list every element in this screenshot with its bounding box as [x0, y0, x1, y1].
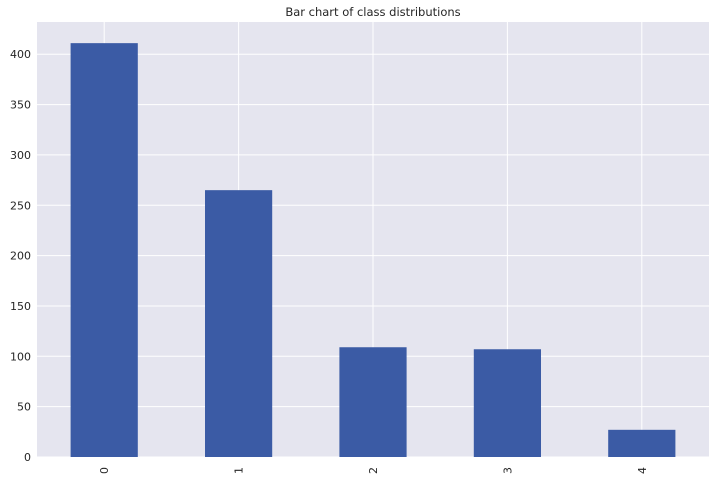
y-tick-label: 150 [10, 300, 31, 313]
y-tick-label: 250 [10, 199, 31, 212]
y-tick-label: 0 [24, 451, 31, 464]
x-axis-ticks: 0 1 2 3 4 [98, 467, 649, 474]
bars [70, 43, 676, 457]
bar-class-3 [473, 349, 541, 457]
bar-class-4 [608, 429, 676, 457]
bar-class-0 [70, 43, 138, 457]
x-tick-label: 1 [233, 467, 246, 474]
bar-class-2 [339, 347, 407, 457]
chart-title: Bar chart of class distributions [285, 5, 460, 19]
y-axis-ticks: 0 50 100 150 200 250 300 350 400 [10, 48, 31, 464]
y-tick-label: 400 [10, 48, 31, 61]
x-tick-label: 2 [367, 467, 380, 474]
y-tick-label: 200 [10, 250, 31, 263]
bar-class-1 [205, 190, 273, 457]
x-tick-label: 4 [636, 467, 649, 474]
y-tick-label: 50 [17, 401, 31, 414]
y-tick-label: 100 [10, 350, 31, 363]
x-tick-label: 3 [501, 467, 514, 474]
y-tick-label: 350 [10, 99, 31, 112]
y-tick-label: 300 [10, 149, 31, 162]
x-tick-label: 0 [98, 467, 111, 474]
